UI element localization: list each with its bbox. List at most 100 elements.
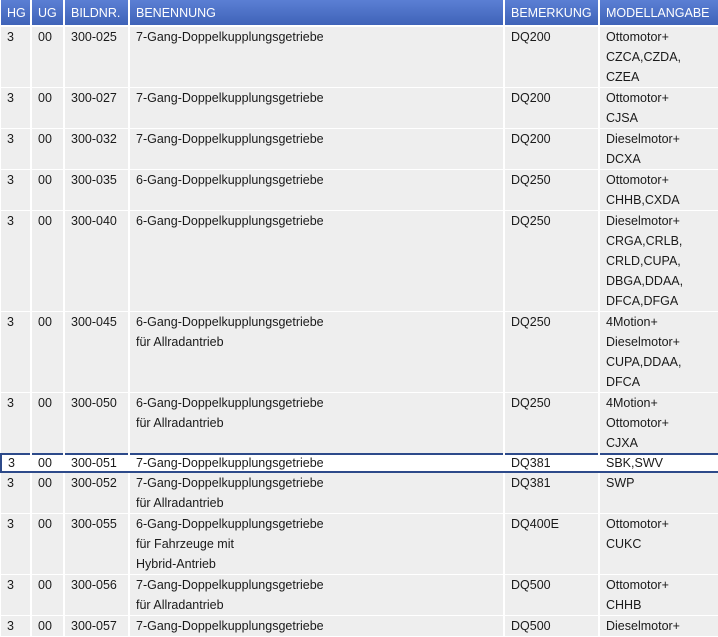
table-row[interactable]: 3 00 300-056 7-Gang-Doppelkupplungsgetriebe… [1, 574, 718, 616]
cell-text: 00 [38, 476, 52, 490]
column-header[interactable]: BEMERKUNG [504, 0, 600, 27]
cell-text: Ottomotor+ [606, 517, 669, 531]
cell-text: 4Motion+ [606, 315, 658, 329]
cell-text: DQ250 [511, 315, 551, 329]
table-cell: 300-057 [64, 615, 130, 637]
cell-text: 300-052 [71, 476, 117, 490]
table-cell: 300-025 [64, 26, 130, 88]
table-cell: 7-Gang-Doppelkupplungsgetriebe [129, 128, 505, 170]
cell-text: DQ250 [511, 173, 551, 187]
cell-text: 7-Gang-Doppelkupplungsgetriebe [136, 91, 324, 105]
cell-text: 7-Gang-Doppelkupplungsgetriebe [136, 30, 324, 44]
column-header[interactable]: BILDNR. [64, 0, 130, 27]
cell-text: 300-027 [71, 91, 117, 105]
column-header[interactable]: BENENNUNG [129, 0, 505, 27]
cell-text: DQ200 [511, 91, 551, 105]
table-row[interactable]: 3 00 300-027 7-Gang-Doppelkupplungsgetriebe… [1, 87, 718, 129]
cell-text: 00 [38, 517, 52, 531]
table-cell: Ottomotor+ CZCA,CZDA, CZEA [599, 26, 718, 88]
table-cell: 300-055 [64, 513, 130, 575]
cell-text: CZEA [606, 70, 640, 84]
table-body: 3 00 300-025 7-Gang-Doppelkupplungsgetriebe… [0, 26, 718, 637]
cell-text: DQ250 [511, 214, 551, 228]
cell-text: Hybrid-Antrieb [136, 557, 216, 571]
table-row[interactable]: 3 00 300-045 6-Gang-Doppelkupplungsgetriebe… [1, 311, 718, 393]
table-cell: 00 [31, 574, 65, 616]
cell-text: DCXA [606, 152, 641, 166]
table-row[interactable]: 3 00 300-057 7-Gang-Doppelkupplungsgetriebe… [1, 615, 718, 637]
header-row: HG UG BILDNR. BENENNUNG BEMERKUNG MODELLANGAB… [1, 0, 718, 27]
cell-text: DBGA,DDAA, [606, 274, 684, 288]
table-row[interactable]: 3 00 300-050 6-Gang-Doppelkupplungsgetriebe… [1, 392, 718, 455]
table-row[interactable]: 3 00 300-032 7-Gang-Doppelkupplungsgetriebe… [1, 128, 718, 170]
table-cell: 00 [31, 128, 65, 170]
table-row[interactable]: 3 00 300-040 6-Gang-Doppelkupplungsgetriebe… [1, 210, 718, 312]
cell-text: SBK,SWV [606, 456, 663, 470]
cell-text: für Allradantrieb [136, 335, 224, 349]
table-cell: 300-052 [64, 472, 130, 514]
cell-text: für Fahrzeuge mit [136, 537, 234, 551]
table-cell: 3 [1, 311, 32, 393]
table-cell: 6-Gang-Doppelkupplungsgetriebe für Allrad… [129, 311, 505, 393]
cell-text: CZCA,CZDA, [606, 50, 681, 64]
cell-text: Ottomotor+ [606, 30, 669, 44]
cell-text: 3 [7, 91, 14, 105]
table-cell: Ottomotor+ CJSA [599, 87, 718, 129]
cell-text: 00 [38, 396, 52, 410]
cell-text: SWP [606, 476, 635, 490]
cell-text: 3 [7, 517, 14, 531]
table-cell: 7-Gang-Doppelkupplungsgetriebe [129, 26, 505, 88]
cell-text: CJSA [606, 111, 638, 125]
table-cell: 300-056 [64, 574, 130, 616]
cell-text: 300-056 [71, 578, 117, 592]
table-cell: DQ250 [504, 392, 600, 455]
cell-text: 3 [8, 456, 15, 470]
table-cell: 300-050 [64, 392, 130, 455]
cell-text: Ottomotor+ [606, 91, 669, 105]
table-cell: Ottomotor+ CHHB [599, 574, 718, 616]
table-row[interactable]: 3 00 300-052 7-Gang-Doppelkupplungsgetriebe… [1, 472, 718, 514]
table-row[interactable]: 3 00 300-025 7-Gang-Doppelkupplungsgetriebe… [1, 26, 718, 88]
column-header[interactable]: UG [31, 0, 65, 27]
cell-text: 3 [7, 214, 14, 228]
cell-text: DFCA,DFGA [606, 294, 679, 308]
cell-text: 4Motion+ [606, 396, 658, 410]
table-cell: Dieselmotor+ [599, 615, 718, 637]
cell-text: 3 [7, 396, 14, 410]
table-cell: 6-Gang-Doppelkupplungsgetriebe [129, 169, 505, 211]
cell-text: 300-025 [71, 30, 117, 44]
cell-text: 7-Gang-Doppelkupplungsgetriebe [136, 132, 324, 146]
table-row[interactable]: 3 00 300-035 6-Gang-Doppelkupplungsgetriebe… [1, 169, 718, 211]
table-cell: DQ200 [504, 128, 600, 170]
table-row[interactable]: 3 00 300-055 6-Gang-Doppelkupplungsgetriebe… [1, 513, 718, 575]
table-cell: 3 [1, 513, 32, 575]
table-row[interactable]: 3 00 300-051 7-Gang-Doppelkupplungsgetriebe… [0, 453, 718, 473]
table-cell: 7-Gang-Doppelkupplungsgetriebe [129, 615, 505, 637]
cell-text: 300-055 [71, 517, 117, 531]
cell-text: 7-Gang-Doppelkupplungsgetriebe [136, 578, 324, 592]
table-cell: 6-Gang-Doppelkupplungsgetriebe [129, 210, 505, 312]
column-header[interactable]: HG [1, 0, 32, 27]
table-cell: 300-032 [64, 128, 130, 170]
cell-text: 00 [38, 456, 52, 470]
table-cell: 3 [1, 210, 32, 312]
cell-text: 00 [38, 578, 52, 592]
table-cell: 00 [31, 392, 65, 455]
table-cell: 300-035 [64, 169, 130, 211]
cell-text: 6-Gang-Doppelkupplungsgetriebe [136, 396, 324, 410]
column-header[interactable]: MODELLANGABE [599, 0, 718, 27]
cell-text: 3 [7, 173, 14, 187]
table-cell: 3 [1, 615, 32, 637]
table-cell: DQ250 [504, 311, 600, 393]
cell-text: DQ500 [511, 578, 551, 592]
cell-text: 00 [38, 91, 52, 105]
cell-text: DQ200 [511, 132, 551, 146]
cell-text: 00 [38, 619, 52, 633]
cell-text: DQ381 [511, 476, 551, 490]
cell-text: CUKC [606, 537, 642, 551]
table-cell: DQ500 [504, 574, 600, 616]
cell-text: CRLD,CUPA, [606, 254, 681, 268]
cell-text: 7-Gang-Doppelkupplungsgetriebe [136, 619, 324, 633]
table-cell: 00 [31, 513, 65, 575]
